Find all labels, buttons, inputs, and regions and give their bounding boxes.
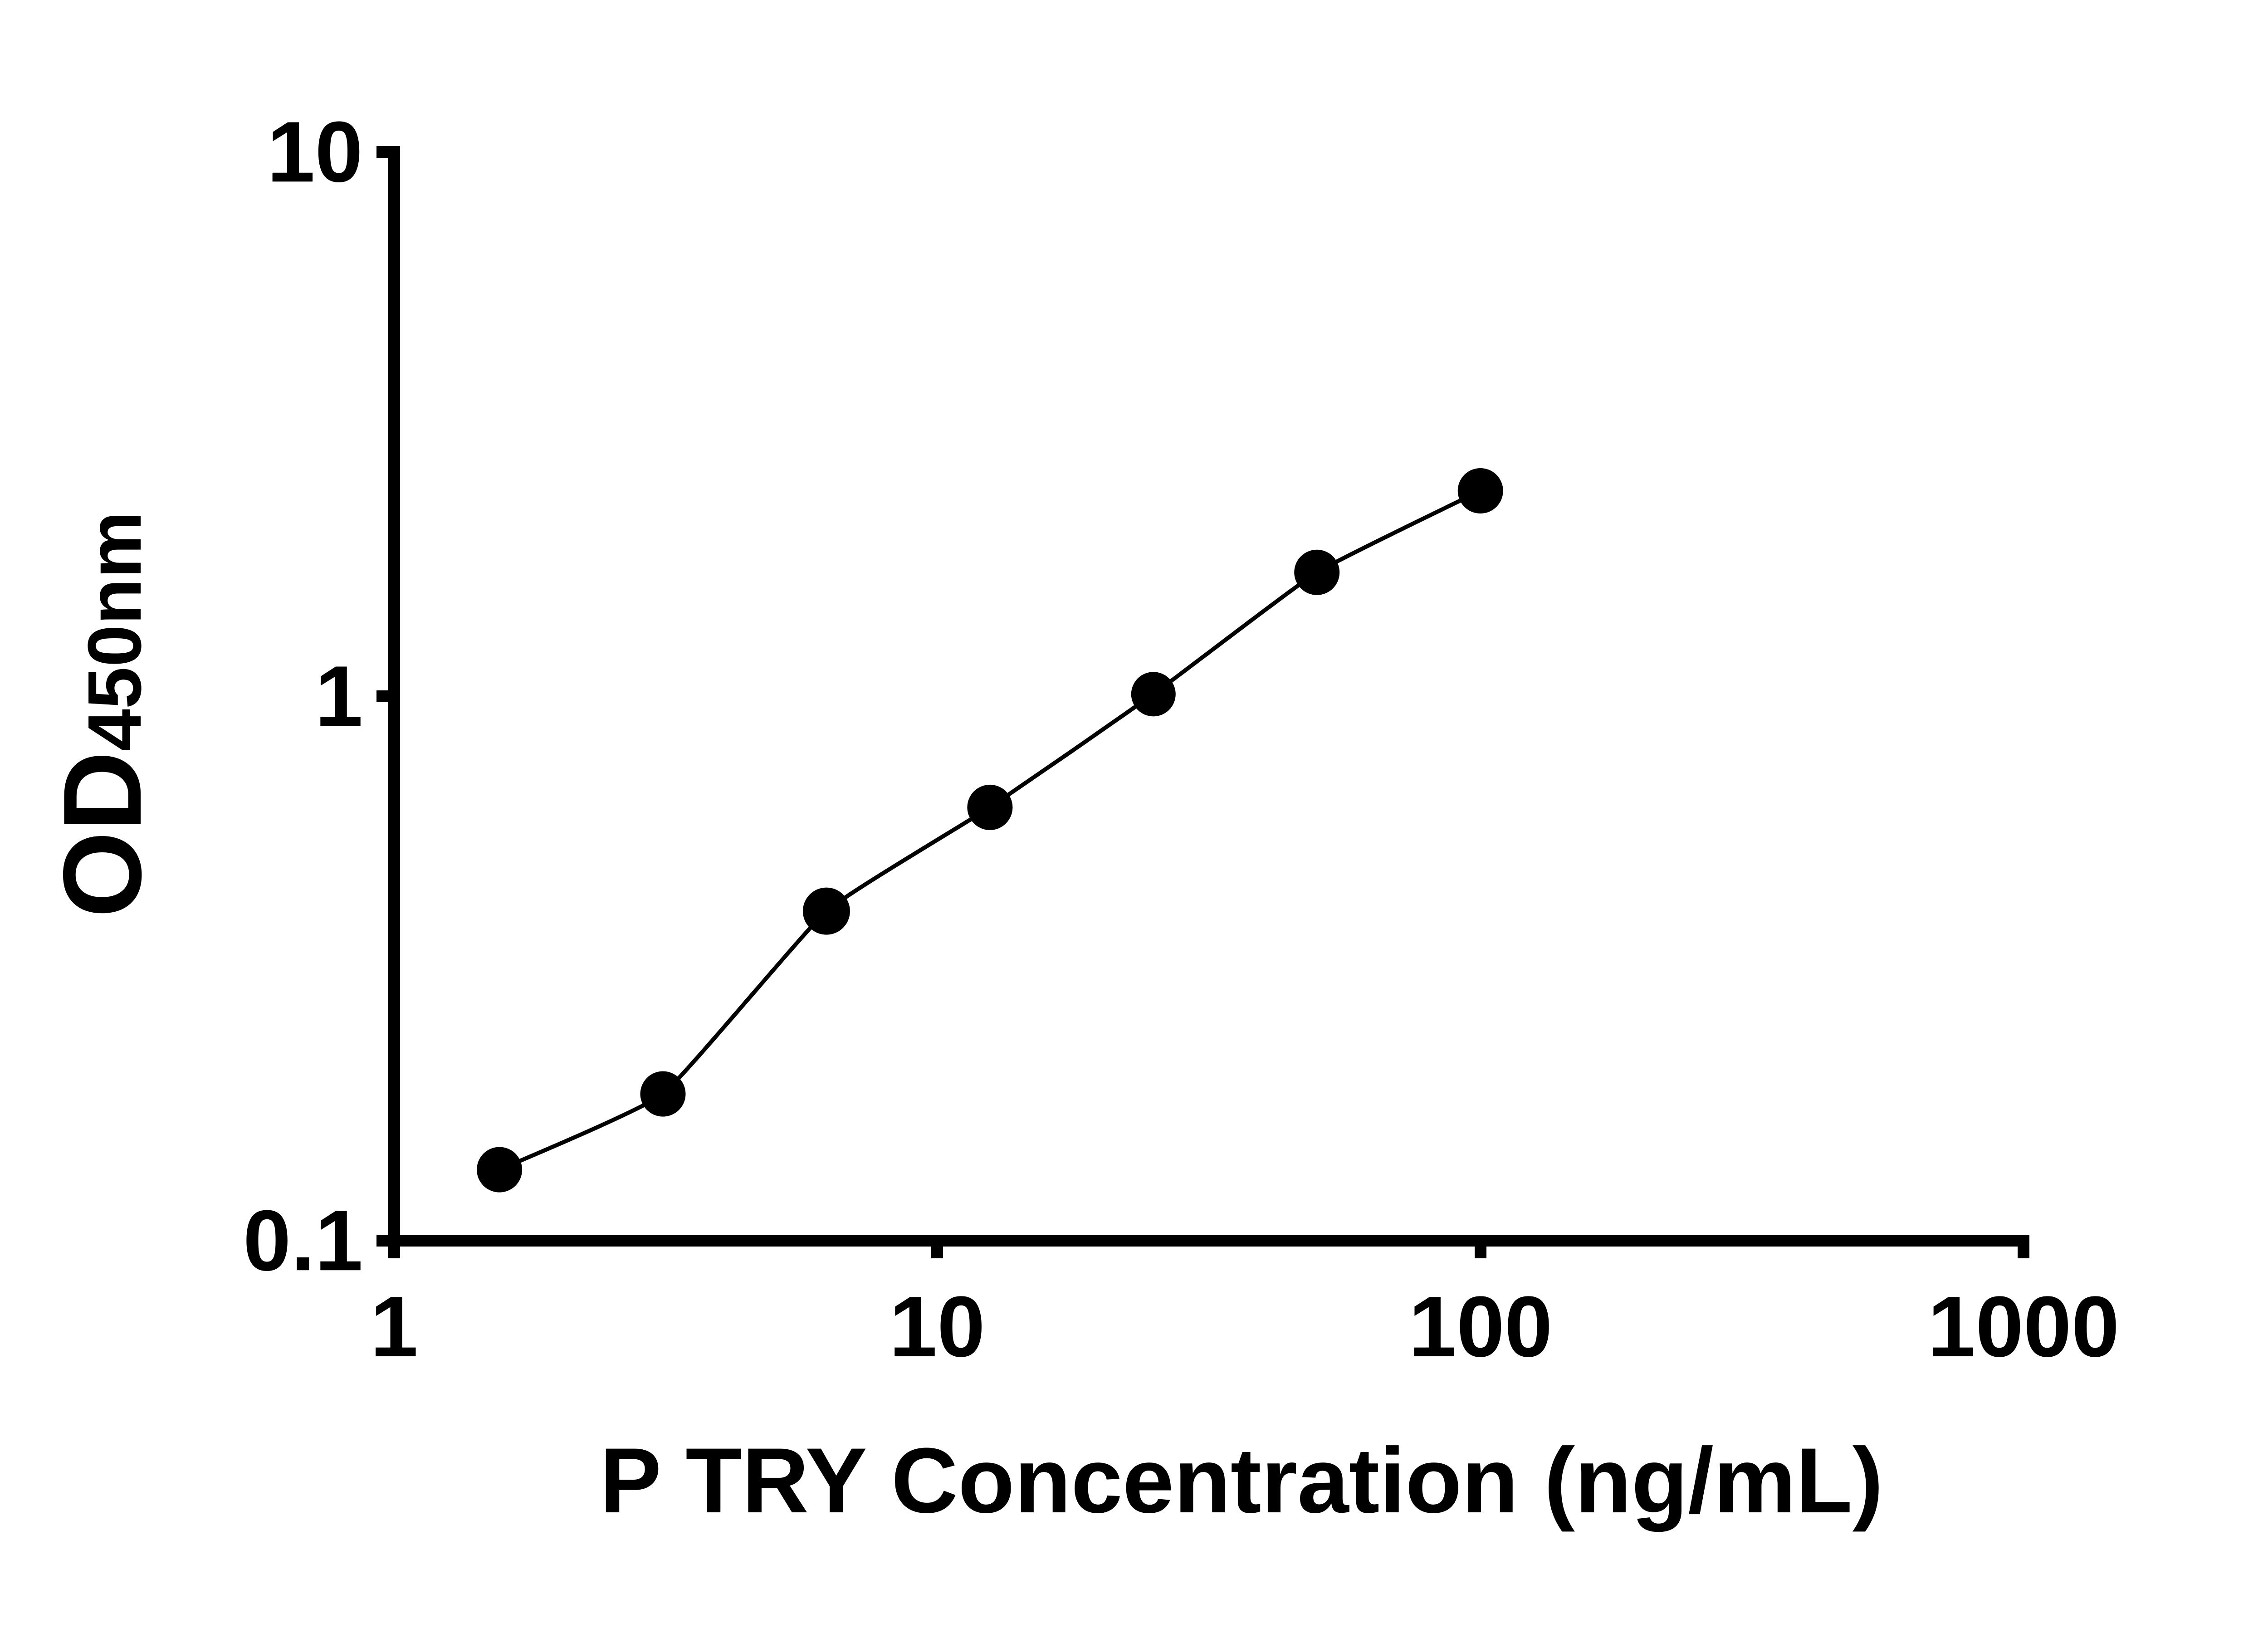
svg-text:0.1: 0.1 (243, 1193, 363, 1289)
svg-text:OD450nm: OD450nm (40, 511, 164, 918)
svg-text:P TRY Concentration (ng/mL): P TRY Concentration (ng/mL) (600, 1429, 1883, 1532)
svg-text:10: 10 (267, 104, 363, 200)
svg-text:1000: 1000 (1928, 1279, 2120, 1375)
svg-text:100: 100 (1408, 1279, 1552, 1375)
svg-text:1: 1 (315, 648, 363, 744)
svg-text:10: 10 (889, 1279, 985, 1375)
svg-text:1: 1 (370, 1279, 418, 1375)
